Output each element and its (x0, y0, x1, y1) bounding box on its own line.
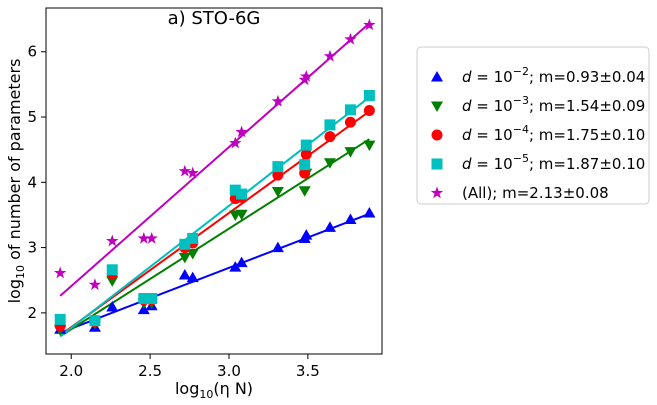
data-point-series-1 (300, 229, 313, 240)
y-tick-label: 4 (27, 173, 37, 191)
data-point-series-3 (272, 169, 284, 181)
y-tick-label: 6 (27, 43, 37, 61)
x-tick-label: 2.5 (138, 362, 162, 380)
fit-line-series-2 (59, 138, 370, 338)
data-point-series-5 (54, 266, 67, 279)
data-point-series-2 (363, 140, 376, 152)
data-point-series-2 (323, 158, 336, 169)
legend-marker-series-5 (430, 186, 444, 199)
data-point-series-4 (324, 119, 336, 131)
legend-marker-series-1 (431, 71, 443, 82)
data-point-series-3 (344, 116, 356, 128)
x-axis-ticks: 2.0 2.5 3.0 3.5 (59, 354, 320, 380)
y-tick-label: 2 (27, 304, 37, 322)
data-point-series-5 (88, 278, 102, 291)
legend-frame (416, 46, 650, 205)
axes-frame (45, 7, 383, 355)
fit-line-series-1 (59, 212, 370, 334)
fit-line-series-5 (59, 22, 371, 297)
fit-line-series-4 (59, 96, 370, 338)
data-point-series-4 (299, 159, 311, 171)
legend-marker-series-4 (431, 158, 443, 170)
x-tick-label: 2.0 (59, 362, 83, 380)
data-point-series-5 (271, 94, 285, 107)
legend-label-series-4: d = 10−5; m=1.87±0.10 (462, 152, 645, 173)
data-point-series-1 (363, 206, 376, 218)
data-point-series-4 (89, 315, 101, 327)
data-point-series-1 (106, 300, 119, 312)
fit-line-series-3 (59, 110, 370, 337)
data-point-series-3 (363, 104, 375, 116)
x-tick-label: 3.0 (217, 362, 241, 380)
data-point-series-5 (344, 32, 357, 45)
legend-marker-series-3 (431, 129, 443, 141)
data-point-series-2 (178, 252, 191, 264)
data-point-series-4 (179, 238, 191, 250)
data-point-series-5 (137, 231, 150, 244)
y-tick-label: 5 (27, 108, 37, 126)
legend-label-series-1: d = 10−2; m=0.93±0.04 (462, 65, 645, 86)
data-point-series-5 (235, 125, 248, 138)
data-point-series-1 (186, 271, 199, 283)
data-point-series-1 (178, 269, 191, 280)
data-point-series-4 (187, 232, 199, 244)
x-tick-label: 3.5 (296, 362, 320, 380)
data-point-series-3 (324, 131, 336, 143)
data-point-series-3 (300, 148, 312, 160)
data-point-series-2 (106, 276, 119, 287)
legend-label-series-2: d = 10−3; m=1.54±0.09 (462, 94, 645, 115)
data-point-series-2 (235, 209, 248, 221)
data-point-series-2 (298, 186, 311, 197)
legend-label-series-3: d = 10−4; m=1.75±0.10 (462, 123, 645, 144)
data-point-series-4 (229, 184, 241, 196)
data-point-series-5 (323, 49, 337, 62)
chart-title: a) STO-6G (168, 8, 261, 29)
data-point-series-4 (138, 293, 150, 305)
y-tick-label: 3 (27, 239, 37, 257)
data-point-series-3 (299, 167, 311, 179)
data-point-series-2 (344, 147, 357, 158)
data-point-series-2 (271, 186, 284, 198)
y-axis-ticks: 2 3 4 5 6 (27, 43, 46, 322)
data-point-series-4 (236, 188, 248, 200)
legend: d = 10−2; m=0.93±0.04 d = 10−3; m=1.54±0.… (416, 46, 650, 205)
legend-marker-series-2 (431, 101, 443, 112)
data-point-series-4 (300, 139, 312, 151)
data-point-series-5 (363, 18, 376, 31)
data-point-series-4 (106, 264, 118, 276)
data-point-series-1 (235, 256, 248, 268)
data-point-series-5 (145, 231, 158, 244)
data-point-series-5 (178, 164, 191, 177)
data-point-series-1 (271, 241, 284, 253)
plot-area (54, 18, 376, 338)
data-point-series-1 (323, 221, 336, 232)
data-point-series-4 (146, 293, 158, 305)
data-point-series-4 (344, 104, 356, 116)
data-point-series-5 (300, 70, 313, 82)
data-point-series-4 (54, 313, 66, 325)
data-point-series-4 (272, 161, 284, 173)
data-point-series-1 (344, 213, 357, 225)
data-point-series-5 (106, 234, 119, 247)
data-point-series-2 (186, 248, 199, 260)
data-point-series-5 (186, 166, 199, 179)
y-axis-label: log10 of number of parameters (5, 59, 27, 304)
data-point-series-4 (363, 89, 375, 101)
data-point-series-1 (229, 261, 242, 272)
x-axis-label: log10(η N) (175, 379, 253, 401)
legend-label-series-5: (All); m=2.13±0.08 (462, 184, 609, 202)
data-point-series-5 (229, 136, 242, 149)
